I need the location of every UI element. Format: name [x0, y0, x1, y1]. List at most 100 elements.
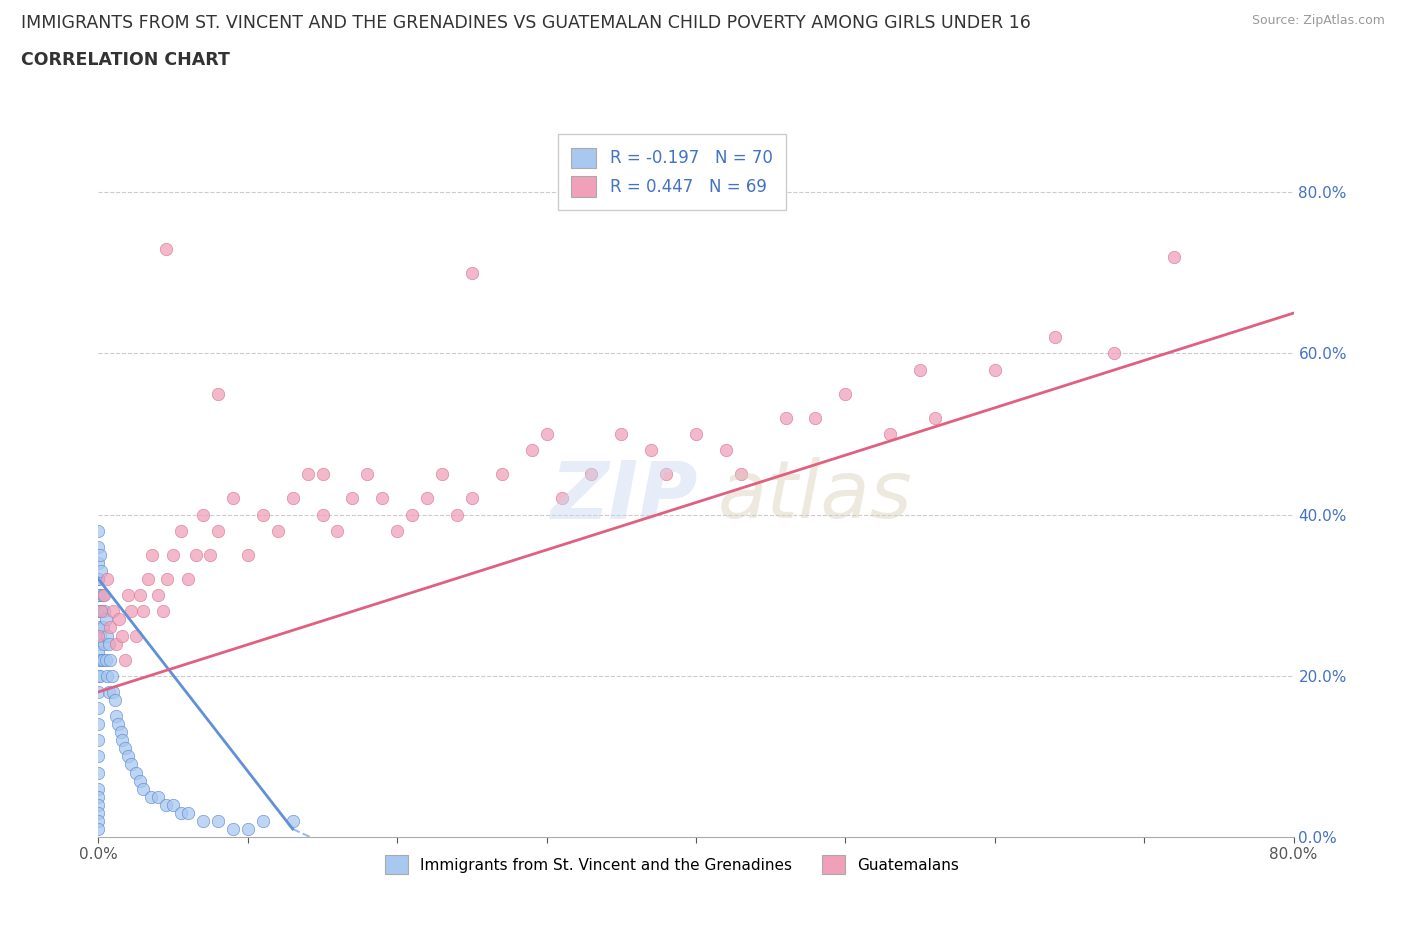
Point — [155, 241, 177, 256]
Point — [152, 604, 174, 618]
Point — [169, 524, 191, 538]
Point — [200, 548, 222, 563]
Point — [108, 612, 131, 627]
Point — [297, 467, 319, 482]
Point — [90, 652, 112, 667]
Text: Source: ZipAtlas.com: Source: ZipAtlas.com — [1251, 14, 1385, 27]
Point — [207, 524, 229, 538]
Point — [87, 814, 110, 829]
Point — [281, 491, 304, 506]
Point — [908, 362, 931, 377]
Point — [581, 467, 603, 482]
Point — [775, 410, 797, 425]
Point — [96, 669, 118, 684]
Point — [87, 628, 110, 643]
Point — [1043, 330, 1066, 345]
Point — [87, 555, 110, 570]
Point — [87, 604, 110, 618]
Point — [610, 427, 633, 442]
Point — [491, 467, 513, 482]
Point — [87, 636, 110, 651]
Point — [89, 628, 111, 643]
Point — [136, 572, 159, 587]
Text: atlas: atlas — [718, 457, 912, 535]
Point — [89, 588, 111, 603]
Point — [169, 805, 191, 820]
Point — [148, 588, 170, 603]
Point — [87, 797, 110, 812]
Point — [87, 684, 110, 699]
Point — [105, 636, 128, 651]
Point — [730, 467, 752, 482]
Point — [103, 684, 125, 699]
Point — [104, 693, 127, 708]
Text: IMMIGRANTS FROM ST. VINCENT AND THE GRENADINES VS GUATEMALAN CHILD POVERTY AMONG: IMMIGRANTS FROM ST. VINCENT AND THE GREN… — [21, 14, 1031, 32]
Point — [655, 467, 678, 482]
Point — [87, 790, 110, 804]
Point — [87, 749, 110, 764]
Point — [430, 467, 453, 482]
Point — [93, 636, 115, 651]
Point — [222, 821, 245, 836]
Point — [356, 467, 378, 482]
Point — [96, 572, 118, 587]
Point — [87, 652, 110, 667]
Point — [177, 805, 200, 820]
Point — [207, 386, 229, 401]
Point — [129, 773, 152, 788]
Point — [326, 524, 349, 538]
Text: ZIP: ZIP — [551, 457, 697, 535]
Point — [91, 588, 114, 603]
Point — [222, 491, 245, 506]
Point — [90, 604, 112, 618]
Legend: Immigrants from St. Vincent and the Grenadines, Guatemalans: Immigrants from St. Vincent and the Gren… — [378, 849, 966, 880]
Point — [98, 652, 122, 667]
Point — [94, 652, 117, 667]
Point — [804, 410, 827, 425]
Point — [87, 669, 110, 684]
Point — [87, 717, 110, 732]
Point — [148, 790, 170, 804]
Point — [87, 588, 110, 603]
Point — [90, 604, 112, 618]
Point — [834, 386, 856, 401]
Point — [87, 733, 110, 748]
Point — [103, 604, 125, 618]
Point — [385, 524, 409, 538]
Point — [114, 652, 136, 667]
Point — [461, 491, 484, 506]
Point — [141, 548, 163, 563]
Point — [236, 821, 259, 836]
Point — [114, 741, 136, 756]
Point — [97, 636, 120, 651]
Point — [640, 443, 662, 458]
Point — [129, 588, 152, 603]
Point — [536, 427, 558, 442]
Point — [96, 628, 118, 643]
Point — [87, 765, 110, 780]
Point — [98, 620, 122, 635]
Point — [87, 604, 110, 618]
Point — [132, 604, 155, 618]
Point — [267, 524, 290, 538]
Point — [117, 588, 139, 603]
Point — [184, 548, 207, 563]
Point — [120, 757, 142, 772]
Point — [685, 427, 707, 442]
Point — [125, 765, 148, 780]
Point — [191, 814, 214, 829]
Point — [416, 491, 439, 506]
Point — [91, 652, 114, 667]
Point — [91, 620, 114, 635]
Point — [924, 410, 946, 425]
Point — [87, 572, 110, 587]
Point — [93, 604, 115, 618]
Point — [550, 491, 572, 506]
Point — [311, 467, 333, 482]
Point — [177, 572, 200, 587]
Point — [879, 427, 901, 442]
Point — [252, 507, 274, 522]
Point — [714, 443, 737, 458]
Point — [162, 548, 184, 563]
Point — [117, 749, 139, 764]
